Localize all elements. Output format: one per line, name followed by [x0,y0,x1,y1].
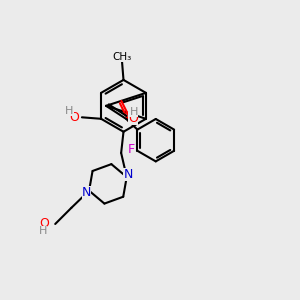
Text: H: H [65,106,74,116]
Text: H: H [39,226,47,236]
Text: O: O [70,111,80,124]
Text: O: O [39,218,49,230]
Text: CH₃: CH₃ [112,52,132,62]
Text: N: N [124,168,133,181]
Text: F: F [128,143,134,156]
Text: N: N [82,186,92,199]
Text: H: H [130,106,138,117]
Text: O: O [128,112,138,125]
